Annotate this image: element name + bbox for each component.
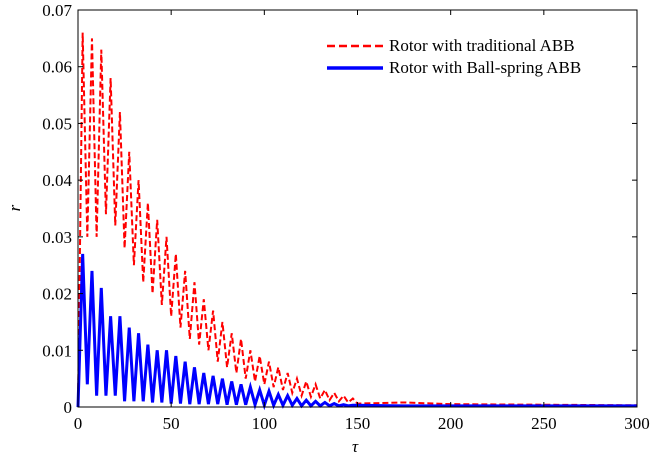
x-tick-label: 0 xyxy=(74,414,83,433)
x-tick-label: 100 xyxy=(252,414,278,433)
y-axis-label: r xyxy=(5,204,24,211)
x-tick-label: 200 xyxy=(438,414,464,433)
y-tick-label: 0.06 xyxy=(42,58,72,77)
y-tick-label: 0.03 xyxy=(42,228,72,247)
legend-label: Rotor with Ball-spring ABB xyxy=(389,58,581,77)
y-tick-label: 0.07 xyxy=(42,1,72,20)
x-tick-label: 50 xyxy=(163,414,180,433)
x-tick-label: 250 xyxy=(531,414,557,433)
x-tick-label: 300 xyxy=(624,414,650,433)
y-tick-label: 0.04 xyxy=(42,171,72,190)
series-line xyxy=(76,253,637,411)
series-line xyxy=(77,32,638,408)
legend-label: Rotor with traditional ABB xyxy=(389,36,575,55)
y-tick-label: 0.02 xyxy=(42,285,72,304)
y-tick-label: 0.01 xyxy=(42,341,72,360)
y-tick-label: 0.05 xyxy=(42,114,72,133)
x-axis-label: τ xyxy=(352,437,359,456)
x-tick-label: 150 xyxy=(345,414,371,433)
y-tick-label: 0 xyxy=(64,398,73,417)
